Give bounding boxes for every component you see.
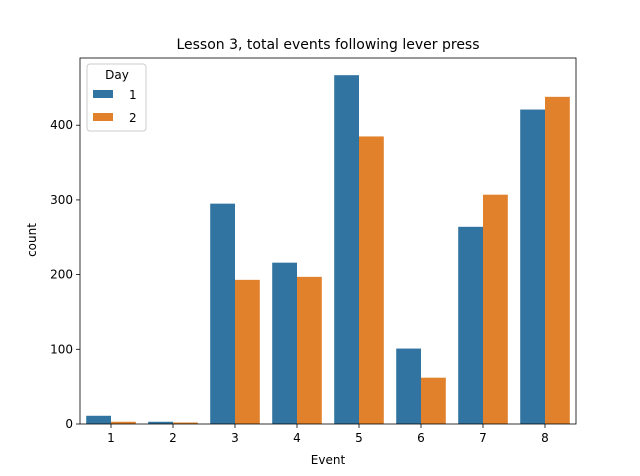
legend-title: Day: [105, 68, 129, 82]
bar-event-4-day-1: [272, 262, 297, 424]
plot-frame: [79, 57, 577, 425]
bars-group: [86, 75, 570, 425]
legend: Day 1 2: [86, 63, 147, 132]
bar-event-8-day-2: [545, 96, 570, 424]
x-tick-label-1: 1: [107, 431, 115, 445]
y-tick-label-200: 200: [50, 268, 73, 282]
bar-event-7-day-1: [458, 226, 483, 424]
bar-event-5-day-1: [334, 75, 359, 424]
x-tick-label-2: 2: [169, 431, 177, 445]
bar-event-7-day-2: [483, 194, 508, 424]
legend-label-day-2: 2: [129, 111, 137, 125]
x-tick-label-8: 8: [541, 431, 549, 445]
y-tick-label-300: 300: [50, 193, 73, 207]
bar-event-6-day-1: [396, 348, 421, 424]
x-tick-label-4: 4: [293, 431, 301, 445]
legend-swatch-day-2: [93, 113, 113, 121]
y-tick-label-0: 0: [65, 417, 73, 431]
x-tick-label-3: 3: [231, 431, 239, 445]
bar-event-5-day-2: [359, 136, 384, 424]
y-axis-label: count: [25, 223, 39, 257]
x-tick-label-6: 6: [417, 431, 425, 445]
chart-title: Lesson 3, total events following lever p…: [176, 37, 479, 53]
bar-event-4-day-2: [297, 276, 322, 424]
bar-event-2-day-2: [173, 422, 198, 424]
axes-group: 0 100 200 300 400 1 2 3 4 5 6 7 8: [50, 57, 577, 445]
y-tick-label-400: 400: [50, 118, 73, 132]
bar-event-3-day-2: [235, 279, 260, 424]
bar-event-3-day-1: [210, 203, 235, 424]
legend-swatch-day-1: [93, 90, 113, 98]
bar-event-6-day-2: [421, 377, 446, 424]
legend-label-day-1: 1: [129, 88, 137, 102]
x-tick-label-7: 7: [479, 431, 487, 445]
x-tick-label-5: 5: [355, 431, 363, 445]
y-tick-label-100: 100: [50, 342, 73, 356]
bar-event-1-day-2: [111, 421, 136, 424]
x-axis-label: Event: [311, 453, 346, 467]
bar-event-1-day-1: [86, 415, 111, 424]
bar-event-8-day-1: [520, 109, 545, 425]
bar-event-2-day-1: [148, 421, 173, 424]
